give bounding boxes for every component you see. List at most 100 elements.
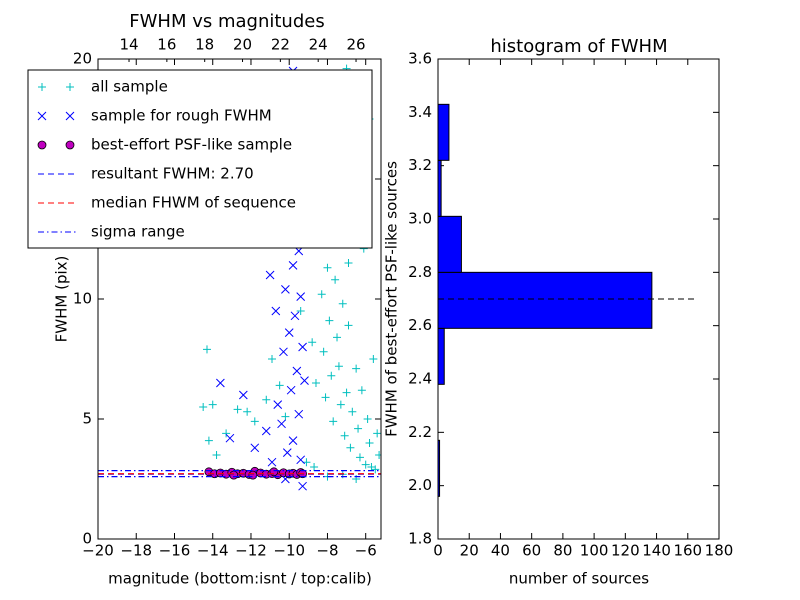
x-tick-label: −18 [120, 542, 152, 560]
point [268, 355, 277, 363]
point [363, 415, 372, 423]
x2-tick-label: 24 [309, 36, 328, 54]
point [199, 403, 208, 411]
point [275, 381, 284, 390]
point [331, 275, 340, 284]
x-axis-label: number of sources [509, 570, 649, 588]
point [66, 83, 74, 91]
point [333, 333, 342, 342]
x2-tick-label: 26 [346, 36, 365, 54]
point [317, 290, 326, 299]
point [288, 261, 298, 270]
point [261, 426, 271, 436]
y-tick-label: 5 [82, 410, 92, 428]
legend-label: all sample [91, 78, 168, 96]
point [248, 470, 258, 480]
point [286, 385, 296, 395]
x-tick-label: 0 [433, 542, 443, 560]
point [327, 371, 336, 380]
y-tick-label: 2.4 [408, 370, 432, 388]
legend: all sample sample for rough FWHM best-effo… [27, 69, 373, 249]
point [338, 299, 347, 308]
point [243, 407, 252, 416]
y-tick-label: 2.8 [408, 263, 432, 281]
point [357, 386, 366, 395]
point [202, 345, 211, 354]
legend-label: best-effort PSF-like sample [91, 136, 292, 154]
point [294, 409, 304, 419]
legend-label: sample for rough FWHM [91, 107, 272, 125]
point [298, 342, 307, 352]
point [355, 453, 364, 462]
point [37, 111, 47, 121]
axes-frame [97, 58, 382, 540]
x2-tick-label: 14 [119, 36, 138, 54]
legend-box [27, 69, 373, 249]
point [346, 443, 355, 452]
point [229, 470, 239, 480]
point [344, 321, 353, 330]
point [204, 436, 213, 445]
point [310, 463, 319, 471]
x2-tick-label: 16 [157, 36, 176, 54]
point [298, 481, 307, 491]
point [340, 431, 349, 440]
bar [437, 327, 445, 385]
point [281, 412, 290, 421]
point [308, 338, 317, 347]
x-tick-label: −16 [159, 542, 191, 560]
point [296, 307, 305, 315]
point [208, 400, 217, 409]
point [296, 292, 306, 301]
point [344, 259, 353, 267]
point [277, 419, 286, 429]
y-tick-label: 10 [73, 290, 92, 308]
y-tick-label: 3.2 [408, 156, 432, 174]
x2-tick-label: 22 [271, 36, 290, 54]
point [271, 306, 281, 316]
point [65, 140, 75, 150]
point [373, 429, 381, 438]
point [216, 378, 225, 388]
x-tick-label: −14 [197, 542, 229, 560]
legend-label: median FHWM of sequence [91, 194, 296, 212]
point [222, 429, 231, 438]
bar [437, 103, 450, 161]
point [279, 347, 288, 357]
x-tick-label: 160 [673, 542, 702, 560]
point [37, 140, 47, 150]
point [342, 388, 351, 397]
y-tick-label: 3.4 [408, 103, 432, 121]
point [354, 424, 363, 433]
y-axis-label: FWHM of best-effort PSF-like sources [383, 161, 401, 437]
y-tick-label: 3.0 [408, 210, 432, 228]
point [38, 83, 46, 91]
point [265, 270, 275, 280]
x-tick-label: −12 [235, 542, 267, 560]
chart-title: histogram of FWHM [490, 36, 667, 57]
y-tick-label: 1.8 [408, 530, 432, 548]
x-tick-label: 40 [491, 542, 510, 560]
y-tick-label: 3.6 [408, 50, 432, 68]
point [282, 448, 292, 457]
point [361, 460, 370, 469]
point [371, 465, 380, 474]
point [319, 347, 328, 356]
point [365, 439, 374, 447]
point [348, 407, 357, 416]
point [250, 417, 259, 426]
point [323, 263, 332, 272]
point [329, 417, 338, 426]
point [311, 379, 320, 387]
y-tick-label: 2.6 [408, 316, 432, 334]
point [65, 111, 75, 121]
x-tick-label: −8 [316, 542, 338, 560]
x-tick-label: 140 [642, 542, 671, 560]
axes-frame [437, 58, 720, 540]
y-tick-label: 2.2 [408, 423, 432, 441]
point [296, 455, 306, 465]
x-tick-label: 20 [460, 542, 479, 560]
point [336, 400, 345, 409]
point [375, 451, 381, 459]
x-tick-label: 180 [705, 542, 734, 560]
